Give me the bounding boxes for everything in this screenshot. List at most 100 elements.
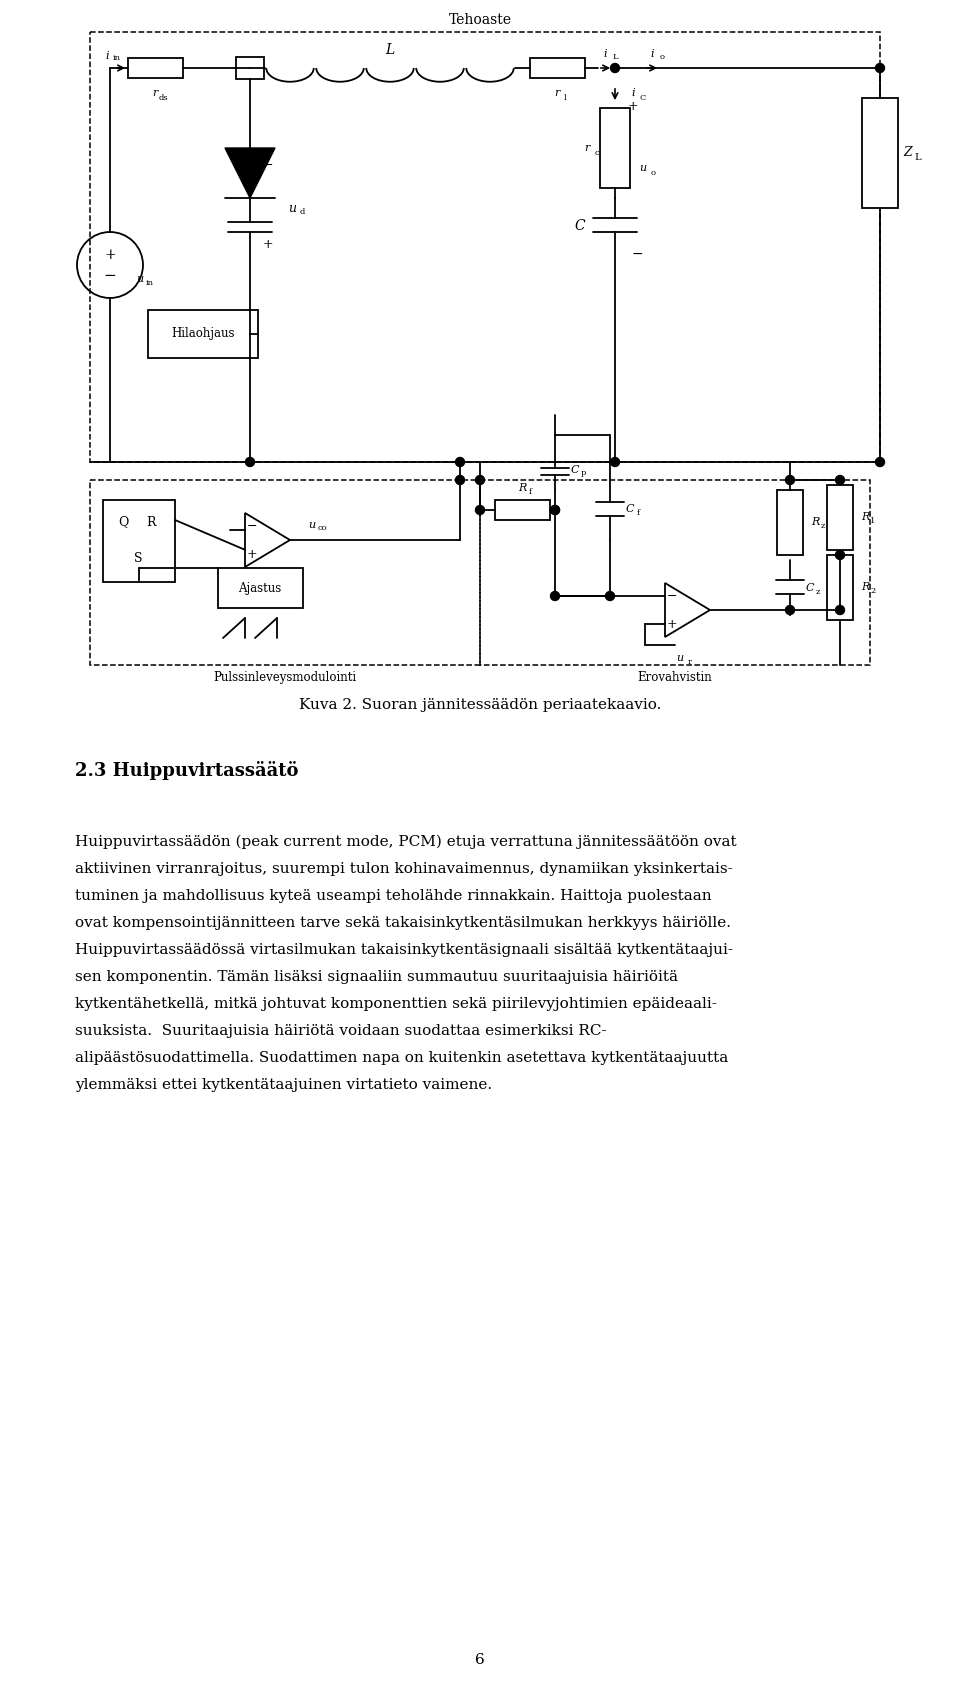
Bar (236, 58, 264, 78)
Text: ds: ds (158, 94, 168, 102)
Circle shape (246, 458, 254, 466)
Bar (530, 58, 585, 78)
Text: u: u (136, 274, 144, 284)
Text: −: − (104, 269, 116, 282)
Circle shape (835, 476, 845, 485)
Text: i: i (650, 49, 654, 60)
Text: Q: Q (118, 515, 129, 529)
Circle shape (785, 476, 795, 485)
Text: −: − (667, 590, 677, 602)
Text: u: u (308, 521, 316, 531)
Text: +: + (666, 617, 678, 631)
Text: −: − (263, 158, 274, 172)
Circle shape (550, 505, 560, 514)
Bar (777, 490, 803, 555)
Circle shape (455, 458, 465, 466)
Text: C: C (639, 94, 646, 102)
Text: R: R (861, 582, 869, 592)
Text: i: i (106, 51, 108, 61)
Text: L: L (612, 53, 618, 61)
Text: +: + (263, 238, 274, 252)
Bar (90, 32, 880, 463)
Text: Ajastus: Ajastus (238, 582, 281, 595)
Text: +: + (105, 248, 116, 262)
Text: f: f (636, 509, 639, 517)
Circle shape (876, 63, 884, 73)
Text: +: + (247, 548, 257, 561)
Text: r: r (688, 658, 692, 667)
Text: z: z (821, 522, 826, 531)
Text: in: in (113, 54, 121, 61)
Text: −: − (631, 247, 643, 260)
Text: L: L (385, 43, 395, 58)
Text: C: C (575, 218, 586, 233)
Text: 6: 6 (475, 1653, 485, 1667)
Text: o: o (651, 168, 656, 177)
Text: kytkentähetkellä, mitkä johtuvat komponenttien sekä piirilevyjohtimien epäideaal: kytkentähetkellä, mitkä johtuvat kompone… (75, 997, 717, 1010)
Circle shape (606, 592, 614, 600)
Text: r: r (554, 88, 560, 99)
Text: z: z (816, 587, 820, 595)
Text: 2.3 Huippuvirtassäätö: 2.3 Huippuvirtassäätö (75, 760, 299, 779)
Text: Huippuvirtassäädössä virtasilmukan takaisinkytkentäsignaali sisältää kytkentätaa: Huippuvirtassäädössä virtasilmukan takai… (75, 942, 733, 958)
Circle shape (550, 592, 560, 600)
Text: Huippuvirtassäädön (peak current mode, PCM) etuja verrattuna jännitessäätöön ova: Huippuvirtassäädön (peak current mode, P… (75, 835, 736, 849)
Text: r: r (153, 88, 157, 99)
Circle shape (611, 458, 619, 466)
Text: co: co (317, 524, 326, 532)
Bar (103, 500, 175, 582)
Bar (480, 480, 870, 665)
Text: 2: 2 (871, 587, 876, 595)
Text: Kuva 2. Suoran jännitessäädön periaatekaavio.: Kuva 2. Suoran jännitessäädön periaateka… (299, 697, 661, 713)
Bar (90, 480, 480, 665)
Bar (862, 99, 898, 208)
Text: Pulssinleveysmodulointi: Pulssinleveysmodulointi (213, 670, 356, 684)
Text: aktiivinen virranrajoitus, suurempi tulon kohinavaimennus, dynamiikan yksinkerta: aktiivinen virranrajoitus, suurempi tulo… (75, 862, 732, 876)
Circle shape (246, 63, 254, 73)
Text: Hilaohjaus: Hilaohjaus (171, 328, 235, 340)
Polygon shape (225, 148, 275, 197)
Text: i: i (603, 49, 607, 60)
Text: u: u (639, 163, 647, 174)
Circle shape (785, 606, 795, 614)
Bar (600, 107, 630, 189)
Text: in: in (146, 279, 154, 287)
Text: R: R (861, 512, 869, 522)
Circle shape (475, 505, 485, 514)
Text: suuksista.  Suuritaajuisia häiriötä voidaan suodattaa esimerkiksi RC-: suuksista. Suuritaajuisia häiriötä voida… (75, 1024, 607, 1038)
Text: c: c (594, 150, 599, 156)
Text: r: r (585, 143, 589, 153)
Text: l: l (564, 94, 566, 102)
Text: 1: 1 (871, 517, 876, 526)
Circle shape (455, 476, 465, 485)
Text: +: + (628, 99, 638, 112)
Bar (495, 500, 550, 521)
Text: i: i (632, 88, 635, 99)
Circle shape (835, 551, 845, 560)
Text: tuminen ja mahdollisuus kyteä useampi teholähde rinnakkain. Haittoja puolestaan: tuminen ja mahdollisuus kyteä useampi te… (75, 890, 711, 903)
Text: L: L (915, 153, 922, 163)
Text: Tehoaste: Tehoaste (448, 14, 512, 27)
Text: S: S (133, 551, 142, 565)
Text: Z: Z (903, 146, 912, 160)
Circle shape (611, 63, 619, 73)
Text: R: R (517, 483, 526, 493)
Text: d: d (300, 208, 304, 216)
Text: R: R (811, 517, 819, 527)
Bar (218, 568, 303, 607)
Text: C: C (626, 503, 635, 514)
Text: C: C (571, 464, 579, 475)
Text: sen komponentin. Tämän lisäksi signaaliin summautuu suuritaajuisia häiriöitä: sen komponentin. Tämän lisäksi signaalii… (75, 970, 678, 983)
Text: Erovahvistin: Erovahvistin (637, 670, 712, 684)
Bar (827, 485, 853, 549)
Text: p: p (580, 469, 586, 476)
Text: u: u (677, 653, 684, 663)
Text: f: f (528, 488, 532, 497)
Bar (128, 58, 183, 78)
Text: o: o (660, 53, 664, 61)
Text: C: C (805, 582, 814, 592)
Circle shape (475, 476, 485, 485)
Bar (827, 555, 853, 619)
Circle shape (550, 505, 560, 514)
Circle shape (835, 606, 845, 614)
